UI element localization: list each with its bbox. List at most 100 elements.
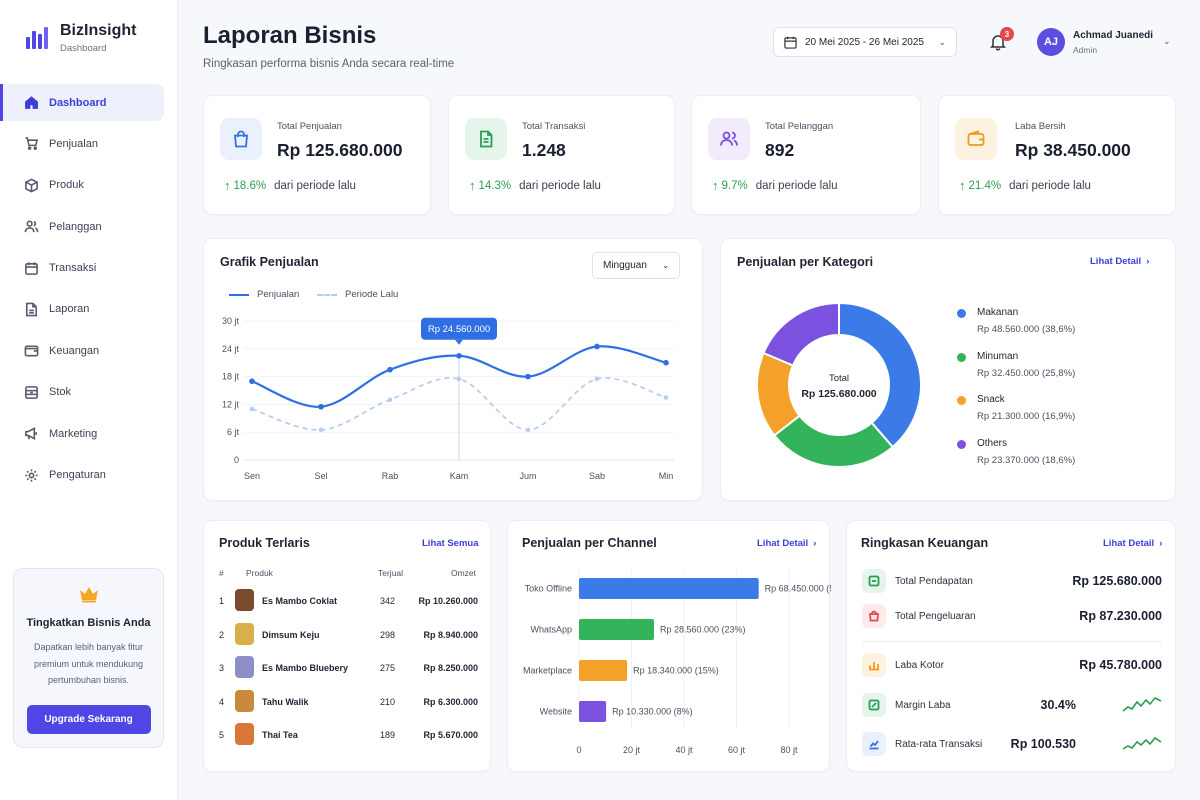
- receipt-icon: [465, 118, 507, 160]
- y-tick-label: Website: [540, 707, 572, 717]
- avatar[interactable]: AJ: [1037, 28, 1065, 56]
- data-point[interactable]: [249, 378, 255, 385]
- table-row[interactable]: 3 Es Mambo Bluebery 275 Rp 8.250.000: [204, 656, 492, 680]
- sidebar-item-keuangan[interactable]: Keuangan: [0, 332, 164, 369]
- data-point[interactable]: [387, 366, 393, 373]
- sidebar-item-laporan[interactable]: Laporan: [0, 291, 164, 328]
- product-name: Tahu Walik: [262, 696, 309, 707]
- y-tick-label: 6 jt: [227, 427, 240, 437]
- archive-icon: [25, 385, 38, 399]
- chevron-right-icon: ›: [1146, 256, 1150, 267]
- category-card: Penjualan per Kategori Lihat Detail › To…: [720, 238, 1176, 501]
- data-point[interactable]: [525, 373, 531, 380]
- bar-whatsapp[interactable]: [579, 619, 654, 640]
- y-tick-label: 30 jt: [222, 316, 240, 326]
- bar-marketplace[interactable]: [579, 660, 628, 681]
- sidebar-item-pengaturan[interactable]: Pengaturan: [0, 457, 164, 494]
- stat-change-suffix: dari periode lalu: [274, 179, 356, 192]
- product-omzet: Rp 8.250.000: [423, 663, 478, 673]
- sidebar-item-produk[interactable]: Produk: [0, 167, 164, 204]
- data-point[interactable]: [456, 352, 462, 359]
- data-point[interactable]: [249, 406, 255, 412]
- product-name: Es Mambo Bluebery: [262, 663, 349, 673]
- box-icon: [25, 178, 38, 193]
- wallet-icon: [24, 345, 39, 357]
- upgrade-button[interactable]: Upgrade Sekarang: [26, 704, 151, 734]
- legend-label: Periode Lalu: [345, 289, 399, 300]
- table-row[interactable]: 1 Es Mambo Coklat 342 Rp 10.260.000: [204, 589, 492, 613]
- channel-bar-chart[interactable]: 0 20 jt 40 jt 60 jt 80 jt Toko Offline Rp 68.4…: [508, 521, 831, 773]
- table-row[interactable]: 2 Dimsum Keju 298 Rp 8.940.000: [204, 622, 492, 647]
- sidebar-item-pelanggan[interactable]: Pelanggan: [0, 208, 164, 245]
- category-donut-chart[interactable]: Total Rp 125.680.000: [721, 239, 1177, 502]
- brand[interactable]: BizInsight Dashboard: [24, 22, 136, 54]
- date-range-value: 20 Mei 2025 - 26 Mei 2025: [805, 36, 924, 48]
- card-title: Penjualan per Channel: [522, 536, 657, 550]
- view-detail-link[interactable]: Lihat Detail ›: [1103, 538, 1162, 549]
- sidebar-item-stok[interactable]: Stok: [0, 374, 164, 411]
- data-point[interactable]: [456, 376, 462, 382]
- data-point[interactable]: [594, 376, 600, 382]
- legend-current: Penjualan: [229, 289, 299, 300]
- data-point[interactable]: [318, 403, 324, 410]
- table-row[interactable]: 4 Tahu Walik 210 Rp 6.300.000: [204, 689, 492, 714]
- upgrade-description: Dapatkan lebih banyak fitur premium untu…: [33, 642, 144, 685]
- bar-toko-offline[interactable]: [579, 578, 759, 599]
- stat-change-percent: 18.6%: [233, 179, 267, 192]
- donut-slice-makanan[interactable]: [838, 301, 922, 449]
- bar-website[interactable]: [579, 701, 607, 722]
- calendar-icon: [25, 261, 38, 275]
- sales-line-chart[interactable]: 0 6 jt 12 jt 18 jt 24 jt 30 jt Sen Sel Rab Kam Jum…: [204, 239, 704, 502]
- sidebar-item-transaksi[interactable]: Transaksi: [0, 250, 164, 287]
- chevron-down-icon[interactable]: ⌄: [1163, 36, 1171, 46]
- sidebar-item-label: Laporan: [49, 303, 90, 316]
- data-point[interactable]: [387, 397, 393, 403]
- data-point[interactable]: [318, 427, 324, 433]
- sidebar-item-label: Stok: [49, 386, 72, 399]
- data-point[interactable]: [663, 395, 669, 400]
- legend-previous: Periode Lalu: [317, 289, 398, 300]
- users-icon: [24, 220, 39, 233]
- data-point[interactable]: [525, 427, 531, 433]
- sparkline-icon: [1122, 736, 1162, 750]
- product-thumbnail: [235, 622, 254, 645]
- finance-value: Rp 125.680.000: [1072, 574, 1162, 588]
- x-tick-label: 0: [576, 745, 581, 755]
- sidebar-item-penjualan[interactable]: Penjualan: [0, 125, 164, 162]
- column-header-sold: Terjual: [378, 568, 404, 578]
- table-row[interactable]: 5 Thai Tea 189 Rp 5.670.000: [204, 723, 492, 747]
- document-icon: [26, 302, 37, 317]
- y-tick-label: 0: [234, 455, 239, 465]
- stat-label: Total Penjualan: [277, 121, 342, 132]
- shopping-bag-icon: [862, 604, 886, 628]
- data-point[interactable]: [594, 343, 600, 350]
- period-select[interactable]: Mingguan ⌄: [592, 252, 680, 279]
- product-sold: 189: [380, 730, 396, 740]
- view-all-link[interactable]: Lihat Semua: [422, 538, 479, 549]
- x-tick-label: Sen: [244, 471, 260, 481]
- product-omzet: Rp 8.940.000: [423, 629, 478, 640]
- percent-icon: [862, 693, 886, 717]
- link-label: Lihat Detail: [1090, 256, 1142, 267]
- sidebar-item-marketing[interactable]: Marketing: [0, 415, 164, 452]
- sidebar-item-label: Penjualan: [49, 137, 98, 150]
- stat-change: ↑ 9.7% dari periode lalu: [712, 178, 838, 193]
- donut-slice-others[interactable]: [762, 301, 840, 367]
- users-icon: [708, 118, 750, 160]
- data-point[interactable]: [663, 359, 669, 366]
- stat-change-suffix: dari periode lalu: [1009, 179, 1091, 192]
- sidebar-item-dashboard[interactable]: Dashboard: [0, 84, 164, 121]
- date-range-picker[interactable]: 20 Mei 2025 - 26 Mei 2025 ⌄: [773, 27, 957, 57]
- stat-change: ↑ 21.4% dari periode lalu: [959, 178, 1091, 193]
- chevron-down-icon: ⌄: [662, 261, 669, 270]
- sidebar-item-label: Marketing: [49, 427, 98, 440]
- x-tick-label: 60 jt: [728, 745, 746, 755]
- trend-icon: [862, 732, 886, 756]
- product-name: Es Mambo Coklat: [262, 596, 338, 606]
- view-detail-link[interactable]: Lihat Detail ›: [757, 538, 816, 549]
- view-detail-link[interactable]: Lihat Detail ›: [1090, 256, 1149, 267]
- stat-change-percent: 9.7%: [721, 179, 748, 192]
- finance-label: Margin Laba: [895, 700, 951, 711]
- money-icon: [862, 569, 886, 593]
- arrow-up-icon: ↑: [224, 178, 231, 193]
